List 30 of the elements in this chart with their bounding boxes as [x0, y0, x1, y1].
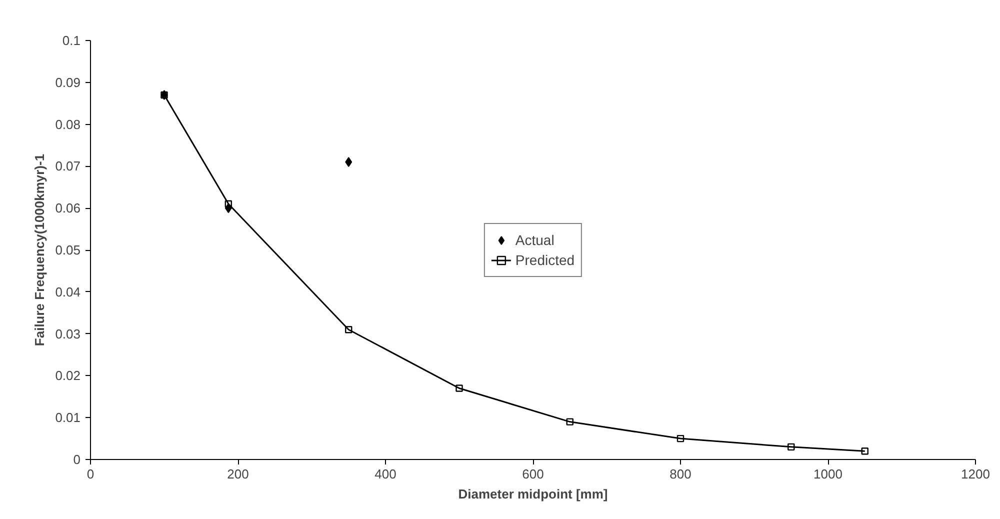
y-tick-label: 0.03	[55, 326, 81, 342]
y-tick-label: 0.08	[55, 116, 81, 132]
y-tick-label: 0.02	[55, 368, 81, 384]
y-tick-label: 0.07	[55, 158, 81, 174]
y-tick-label: 0.05	[55, 242, 81, 258]
y-tick-label: 0.01	[55, 410, 81, 426]
x-tick-label: 600	[522, 466, 544, 482]
point	[788, 443, 795, 451]
point	[224, 200, 232, 208]
y-tick-label: 0.1	[62, 33, 81, 48]
x-tick-label: 200	[227, 466, 249, 482]
point	[861, 448, 868, 455]
y-tick-label: 0.06	[55, 200, 81, 216]
point	[566, 418, 574, 426]
y-tick-label: 0.04	[55, 284, 81, 300]
y-tick-label: 0	[73, 452, 81, 467]
x-tick-label: 800	[670, 466, 692, 482]
y-axis-title: Failure Frequency(1000kmyr)-1	[32, 154, 48, 346]
x-tick-label: 1200	[961, 466, 990, 482]
point	[345, 157, 352, 168]
point	[345, 326, 352, 334]
legend-label: Predicted	[515, 252, 575, 268]
point	[676, 434, 684, 442]
y-tick-label: 0.09	[55, 74, 81, 90]
point	[456, 384, 463, 392]
legend-label: Actual	[515, 232, 554, 248]
x-tick-label: 1000	[814, 466, 842, 482]
x-tick-label: 400	[374, 466, 396, 482]
x-tick-label: 0	[86, 466, 94, 482]
x-axis-title: Diameter midpoint [mm]	[458, 486, 608, 502]
